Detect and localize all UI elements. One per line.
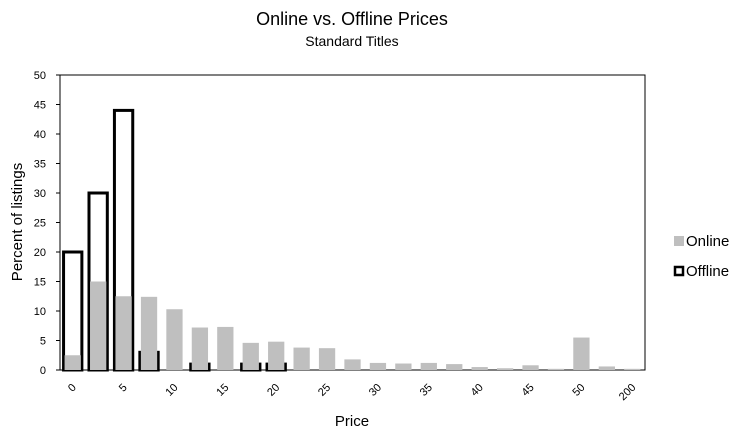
online-bar (420, 362, 437, 370)
online-bar (496, 368, 514, 370)
online-bar (64, 355, 81, 370)
legend-label: Offline (686, 263, 729, 280)
x-tick-label: 40 (469, 382, 486, 399)
legend-swatch (673, 265, 685, 277)
y-tick-label: 15 (34, 277, 46, 289)
chart-subtitle: Standard Titles (305, 33, 398, 49)
online-bar (547, 368, 565, 370)
x-tick-label: 45 (520, 382, 537, 399)
y-tick-label: 35 (34, 159, 46, 171)
online-bar (191, 327, 209, 370)
y-tick-label: 50 (34, 70, 46, 82)
legend-swatch (674, 236, 684, 246)
x-tick-label: 200 (617, 382, 638, 403)
x-tick-label: 30 (367, 382, 384, 399)
online-bar (318, 348, 336, 370)
offline-bar (62, 250, 84, 372)
x-tick-label: 5 (117, 382, 130, 395)
y-tick-label: 20 (34, 247, 46, 259)
y-axis-label: Percent of listings (9, 163, 26, 281)
online-bar (624, 368, 641, 370)
online-bar (598, 366, 615, 370)
online-bar (522, 365, 539, 370)
y-tick-label: 10 (34, 306, 46, 318)
online-bar (344, 359, 361, 370)
online-bar (140, 296, 158, 370)
online-bar (446, 364, 463, 370)
chart-title: Online vs. Offline Prices (256, 9, 448, 29)
online-bar (573, 337, 590, 370)
y-tick-label: 30 (34, 188, 46, 200)
y-tick-label: 0 (40, 365, 46, 377)
online-bar (369, 362, 387, 370)
online-bar (268, 341, 285, 370)
online-bar (90, 281, 107, 370)
y-tick-label: 45 (34, 100, 46, 112)
x-tick-label: 20 (265, 382, 282, 399)
x-tick-label: 25 (316, 382, 333, 399)
x-axis-label: Price (335, 413, 369, 430)
online-bar (166, 309, 183, 370)
y-tick-label: 25 (34, 218, 46, 230)
online-bar (217, 326, 234, 370)
online-bar (115, 296, 132, 370)
y-tick-label: 5 (40, 336, 46, 348)
x-tick-label: 35 (418, 382, 435, 399)
x-tick-label: 50 (570, 382, 587, 399)
y-tick-label: 40 (34, 129, 46, 141)
legend-label: Online (686, 233, 729, 250)
x-tick-label: 10 (163, 382, 180, 399)
online-bar (293, 347, 310, 370)
x-tick-label: 15 (214, 382, 231, 399)
online-bar (395, 363, 412, 370)
online-bar (471, 367, 488, 370)
online-bar (242, 342, 259, 370)
x-tick-label: 0 (66, 382, 79, 395)
